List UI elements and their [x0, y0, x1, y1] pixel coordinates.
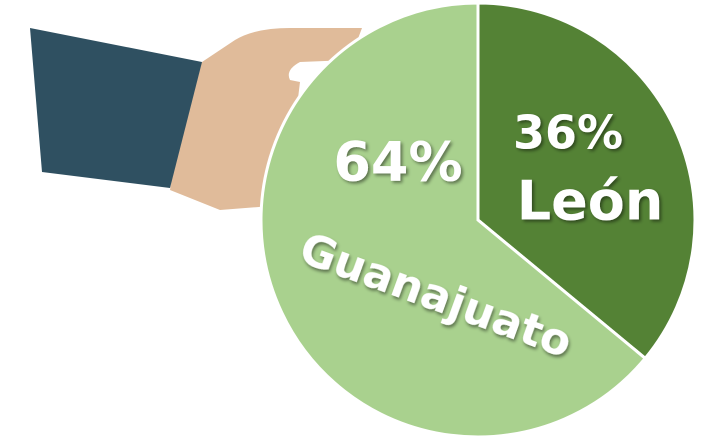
value-label: 64% — [333, 131, 462, 194]
value-label: 36% — [513, 106, 623, 160]
page: 36%León64%Guanajuato (() => { const data… — [0, 0, 705, 439]
chart: 36%León64%Guanajuato — [0, 0, 705, 439]
category-label: León — [517, 170, 664, 233]
